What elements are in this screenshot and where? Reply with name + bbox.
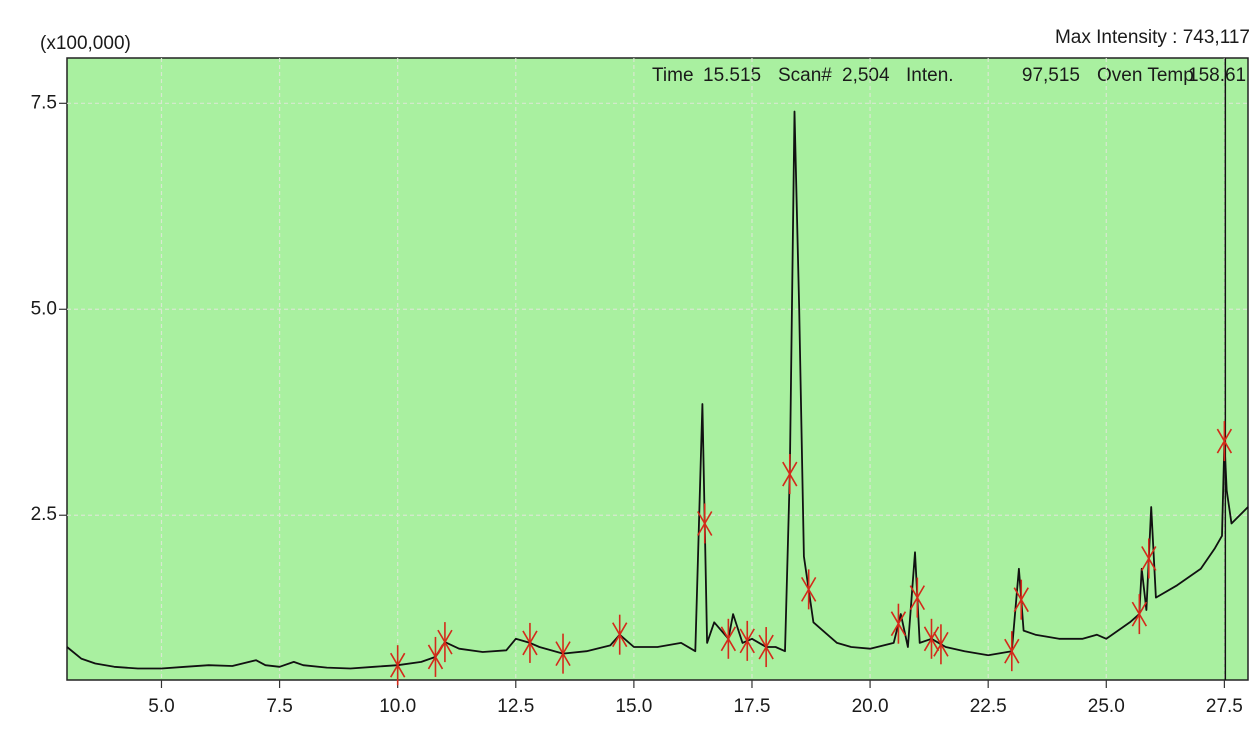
peak-marker (782, 454, 798, 495)
peak-marker (890, 603, 907, 644)
readout-value: 15.515 (703, 65, 761, 86)
peak-marker (923, 618, 940, 659)
peak-marker (720, 618, 737, 659)
x-tick-label: 17.5 (733, 696, 770, 717)
peak-stroke (1216, 428, 1233, 454)
x-tick-label: 7.5 (266, 696, 292, 717)
peak-stroke (923, 626, 940, 652)
readout-label: Time (652, 65, 694, 86)
plot-area (66, 57, 1249, 681)
peak-marker (800, 569, 817, 610)
x-tick-label: 25.0 (1088, 696, 1125, 717)
peak-stroke (1004, 638, 1020, 664)
peak-stroke (1013, 587, 1029, 613)
peak-stroke (1141, 546, 1157, 571)
peak-stroke (933, 631, 949, 657)
peak-marker (555, 633, 571, 674)
y-tick-label: 2.5 (31, 504, 57, 525)
peak-marker (758, 627, 774, 668)
readout-value: 97,515 (1022, 65, 1080, 86)
peak-marker (697, 503, 713, 544)
peak-marker (1131, 594, 1148, 635)
readout-value: 2,504 (842, 65, 890, 86)
readout-label: Oven Temp (1097, 65, 1194, 86)
x-tick-label: 10.0 (379, 696, 416, 717)
peak-stroke (782, 461, 798, 487)
peak-marker (1013, 579, 1029, 620)
peak-stroke (555, 641, 571, 667)
readout-label: Inten. (906, 65, 954, 86)
peak-marker (739, 620, 755, 661)
peak-stroke (1131, 601, 1148, 627)
peak-stroke (522, 630, 538, 656)
peak-stroke (389, 652, 406, 678)
peak-stroke (800, 576, 817, 602)
peak-stroke (909, 585, 926, 611)
peak-stroke (890, 611, 907, 637)
peak-marker (1216, 421, 1233, 462)
x-tick-label: 20.0 (852, 696, 889, 717)
readout-value: 158.61 (1188, 65, 1246, 86)
peak-marker (522, 622, 538, 663)
y-unit-label: (x100,000) (40, 33, 131, 54)
peak-marker (437, 622, 453, 663)
peak-stroke (739, 628, 755, 654)
y-tick-label: 7.5 (31, 92, 57, 113)
peak-stroke (697, 511, 713, 536)
x-tick-label: 22.5 (970, 696, 1007, 717)
x-tick-label: 15.0 (615, 696, 652, 717)
peak-stroke (720, 626, 737, 652)
max-intensity: Max Intensity : 743,117 (1055, 27, 1250, 48)
readout-label: Scan# (778, 65, 832, 86)
peak-stroke (612, 622, 628, 648)
peak-stroke (758, 634, 774, 660)
peak-marker (612, 614, 628, 655)
peak-stroke (437, 629, 453, 655)
peak-marker (389, 645, 406, 686)
peak-marker (933, 624, 949, 665)
peak-marker (909, 577, 926, 618)
x-tick-label: 5.0 (148, 696, 174, 717)
y-tick-label: 5.0 (31, 298, 57, 319)
x-tick-label: 27.5 (1206, 696, 1243, 717)
x-tick-label: 12.5 (497, 696, 534, 717)
peak-marker (1141, 538, 1157, 579)
peak-marker (1004, 631, 1020, 672)
